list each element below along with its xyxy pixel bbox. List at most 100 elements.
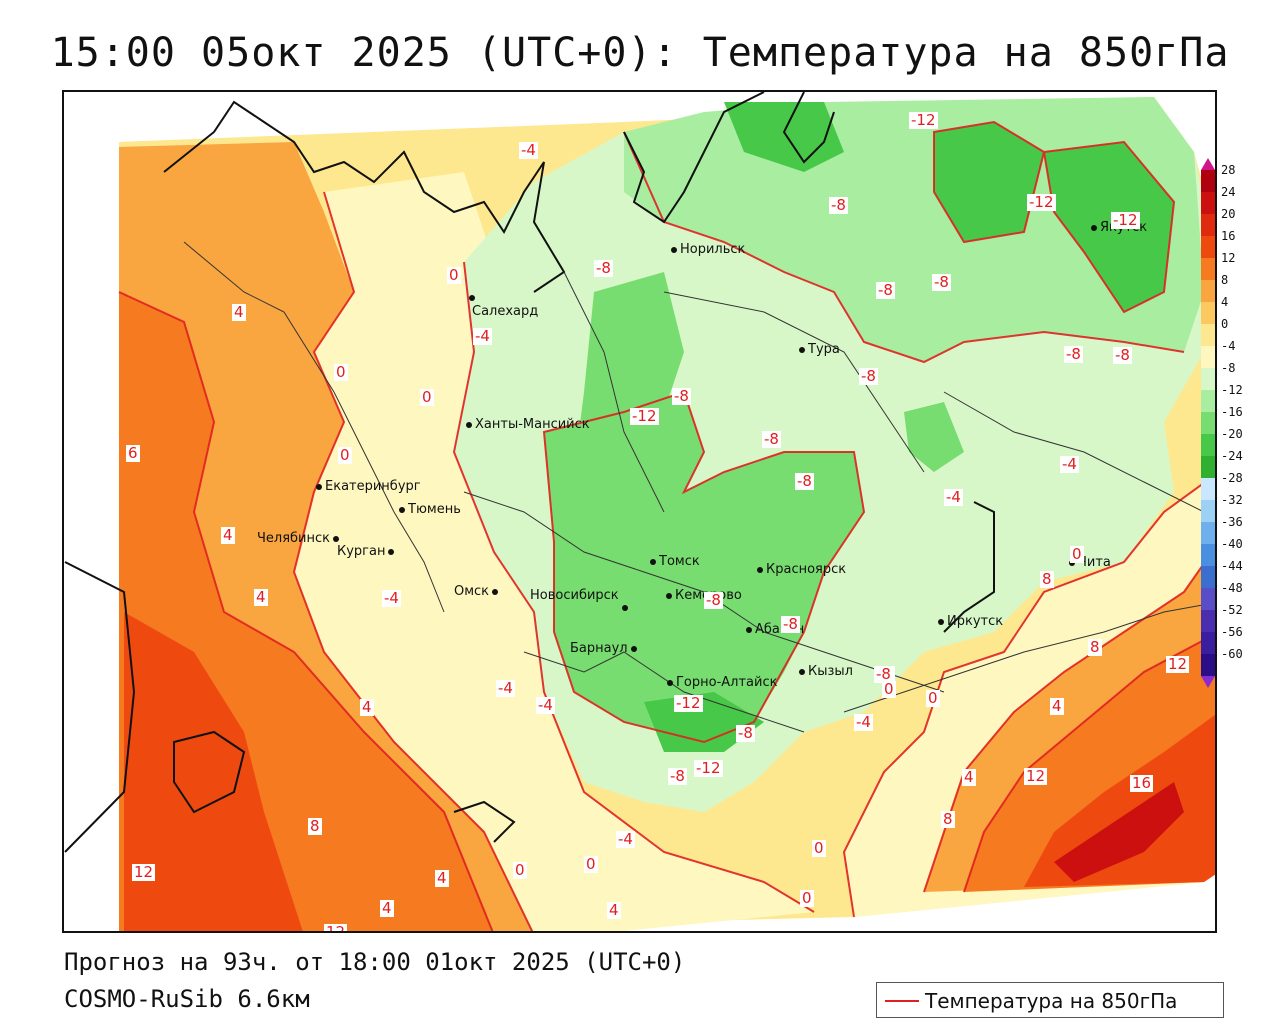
colorbar-tick-label: -40 — [1221, 537, 1243, 551]
contour-label: 0 — [800, 889, 814, 907]
city-label — [469, 290, 478, 305]
map-panel: Норильск Якутск Салехард Тура Ханты-Манс… — [62, 90, 1217, 933]
contour-label: 12 — [132, 863, 156, 881]
contour-label: -4 — [519, 141, 538, 159]
colorbar-tick-label: -44 — [1221, 559, 1243, 573]
city-label: Челябинск — [257, 531, 342, 546]
contour-label: -8 — [932, 273, 951, 291]
colorbar-tick-label: -56 — [1221, 625, 1243, 639]
colorbar-tick-label: -36 — [1221, 515, 1243, 529]
contour-label: -4 — [382, 589, 401, 607]
city-label: Салехард — [472, 304, 539, 319]
colorbar-swatch — [1201, 280, 1215, 303]
contour-label: 0 — [420, 388, 434, 406]
contour-label: 0 — [926, 689, 940, 707]
contour-label: 4 — [380, 899, 394, 917]
city-label: Горно-Алтайск — [667, 675, 777, 690]
contour-label: -8 — [668, 767, 687, 785]
contour-label: 4 — [962, 768, 976, 786]
colorbar-tick-label: 12 — [1221, 251, 1236, 265]
contour-label: -8 — [1113, 346, 1132, 364]
city-label: Ханты-Мансийск — [466, 417, 590, 432]
colorbar-tick-label: -12 — [1221, 383, 1243, 397]
colorbar-tick-label: -20 — [1221, 427, 1243, 441]
colorbar-tick-label: -28 — [1221, 471, 1243, 485]
forecast-info: Прогноз на 93ч. от 18:00 01окт 2025 (UTC… — [64, 948, 686, 976]
legend: Температура на 850гПа — [876, 982, 1224, 1018]
contour-label: 8 — [1088, 638, 1102, 656]
contour-label: -12 — [630, 407, 659, 425]
colorbar-swatch — [1201, 434, 1215, 457]
contour-label: -8 — [704, 591, 723, 609]
colorbar-tick-label: -4 — [1221, 339, 1236, 353]
city-label: Норильск — [671, 242, 745, 257]
contour-label: -8 — [859, 367, 878, 385]
colorbar-swatch — [1201, 170, 1215, 193]
contour-label: -4 — [944, 488, 963, 506]
contour-label: 0 — [513, 861, 527, 879]
colorbar-swatch — [1201, 302, 1215, 325]
city-label: Кызыл — [799, 664, 853, 679]
contour-label: 0 — [334, 363, 348, 381]
contour-label: -8 — [762, 430, 781, 448]
contour-label: -4 — [473, 327, 492, 345]
contour-label: -4 — [616, 830, 635, 848]
contour-label: -12 — [1111, 211, 1140, 229]
contour-label: 4 — [360, 698, 374, 716]
colorbar-swatch — [1201, 368, 1215, 391]
contour-label: -8 — [1064, 345, 1083, 363]
contour-label: 4 — [1050, 697, 1064, 715]
city-label — [622, 600, 631, 615]
colorbar-swatch — [1201, 610, 1215, 633]
colorbar-swatch — [1201, 412, 1215, 435]
contour-label: -8 — [736, 724, 755, 742]
colorbar-swatch — [1201, 390, 1215, 413]
contour-label: 0 — [812, 839, 826, 857]
colorbar-swatch — [1201, 456, 1215, 479]
colorbar-tick-label: 8 — [1221, 273, 1229, 287]
contour-label: 4 — [232, 303, 246, 321]
colorbar-tick-label: -24 — [1221, 449, 1243, 463]
contour-label: 4 — [221, 526, 235, 544]
colorbar-tick-label: 4 — [1221, 295, 1229, 309]
contour-label: 6 — [126, 444, 140, 462]
colorbar-tick-label: -52 — [1221, 603, 1243, 617]
contour-label: 8 — [941, 810, 955, 828]
colorbar-arrow-bottom — [1201, 676, 1215, 688]
city-label: Новосибирск — [530, 588, 619, 603]
city-label: Тюмень — [399, 502, 461, 517]
colorbar-tick-label: -48 — [1221, 581, 1243, 595]
city-label: Барнаул — [570, 641, 640, 656]
colorbar-tick-label: -16 — [1221, 405, 1243, 419]
contour-label: 0 — [882, 680, 896, 698]
colorbar-swatch — [1201, 258, 1215, 281]
contour-label: -8 — [672, 387, 691, 405]
contour-label: -8 — [876, 281, 895, 299]
contour-label: 4 — [435, 869, 449, 887]
contour-label: -4 — [496, 679, 515, 697]
colorbar-tick-label: 16 — [1221, 229, 1236, 243]
city-label: Красноярск — [757, 562, 846, 577]
colorbar — [1201, 158, 1215, 688]
city-label: Тура — [799, 342, 840, 357]
contour-label: 8 — [1040, 570, 1054, 588]
contour-label: -8 — [874, 665, 893, 683]
contour-label: -4 — [854, 713, 873, 731]
city-label: Екатеринбург — [316, 479, 421, 494]
temperature-field — [64, 92, 1215, 931]
contour-label: 4 — [254, 588, 268, 606]
city-label: Омск — [454, 584, 501, 599]
contour-label: -8 — [829, 196, 848, 214]
legend-line-icon — [885, 1000, 919, 1002]
colorbar-tick-label: 24 — [1221, 185, 1236, 199]
contour-label: 0 — [1070, 545, 1084, 563]
colorbar-tick-label: -32 — [1221, 493, 1243, 507]
contour-label: -8 — [594, 259, 613, 277]
contour-label: -12 — [674, 694, 703, 712]
contour-label: 0 — [584, 855, 598, 873]
colorbar-swatch — [1201, 214, 1215, 237]
colorbar-swatch — [1201, 522, 1215, 545]
contour-label: 12 — [1166, 655, 1190, 673]
contour-label: 0 — [447, 266, 461, 284]
contour-label: 12 — [324, 924, 348, 931]
